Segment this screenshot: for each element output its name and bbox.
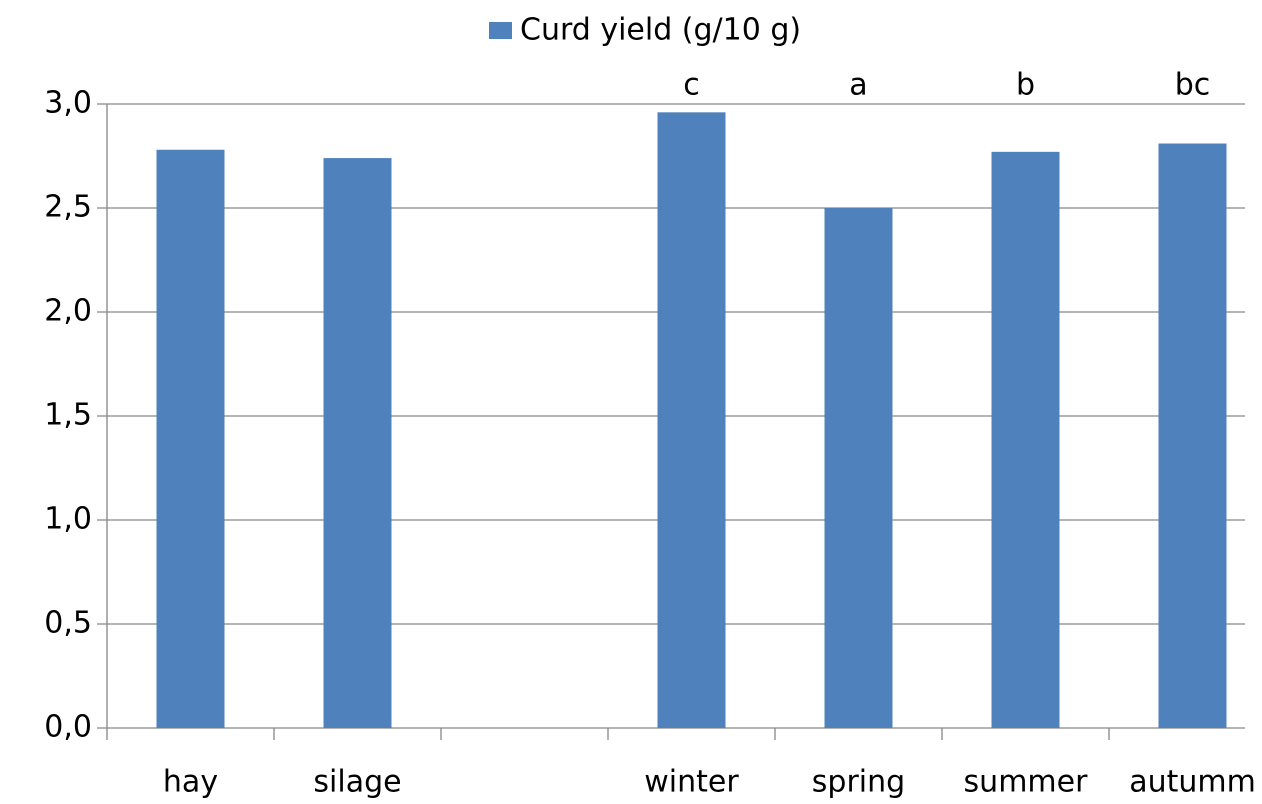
bar bbox=[991, 151, 1060, 729]
y-tick-label: 2,5 bbox=[44, 190, 92, 225]
x-tick-label: summer bbox=[964, 765, 1089, 800]
x-tick-label: winter bbox=[644, 765, 739, 800]
bar-annotation: bc bbox=[1175, 68, 1211, 103]
bar bbox=[824, 208, 893, 728]
bar-annotation: a bbox=[849, 68, 867, 103]
bar bbox=[1158, 143, 1227, 728]
x-tick-label: autumm bbox=[1129, 765, 1256, 800]
legend-swatch bbox=[489, 22, 512, 39]
bar-annotation: b bbox=[1016, 68, 1035, 103]
y-tick-label: 1,0 bbox=[44, 502, 92, 537]
legend-label: Curd yield (g/10 g) bbox=[520, 13, 801, 48]
bar-annotation: c bbox=[683, 68, 700, 103]
x-tick-label: silage bbox=[313, 765, 401, 800]
y-tick-label: 2,0 bbox=[44, 294, 92, 329]
x-tick-label: hay bbox=[163, 765, 218, 800]
y-tick-label: 0,0 bbox=[44, 710, 92, 745]
bar bbox=[657, 112, 726, 728]
y-tick-label: 3,0 bbox=[44, 86, 92, 121]
y-tick-label: 1,5 bbox=[44, 398, 92, 433]
x-tick-label: spring bbox=[812, 765, 905, 800]
y-tick-label: 0,5 bbox=[44, 606, 92, 641]
bar bbox=[323, 158, 392, 728]
bar bbox=[156, 149, 225, 728]
